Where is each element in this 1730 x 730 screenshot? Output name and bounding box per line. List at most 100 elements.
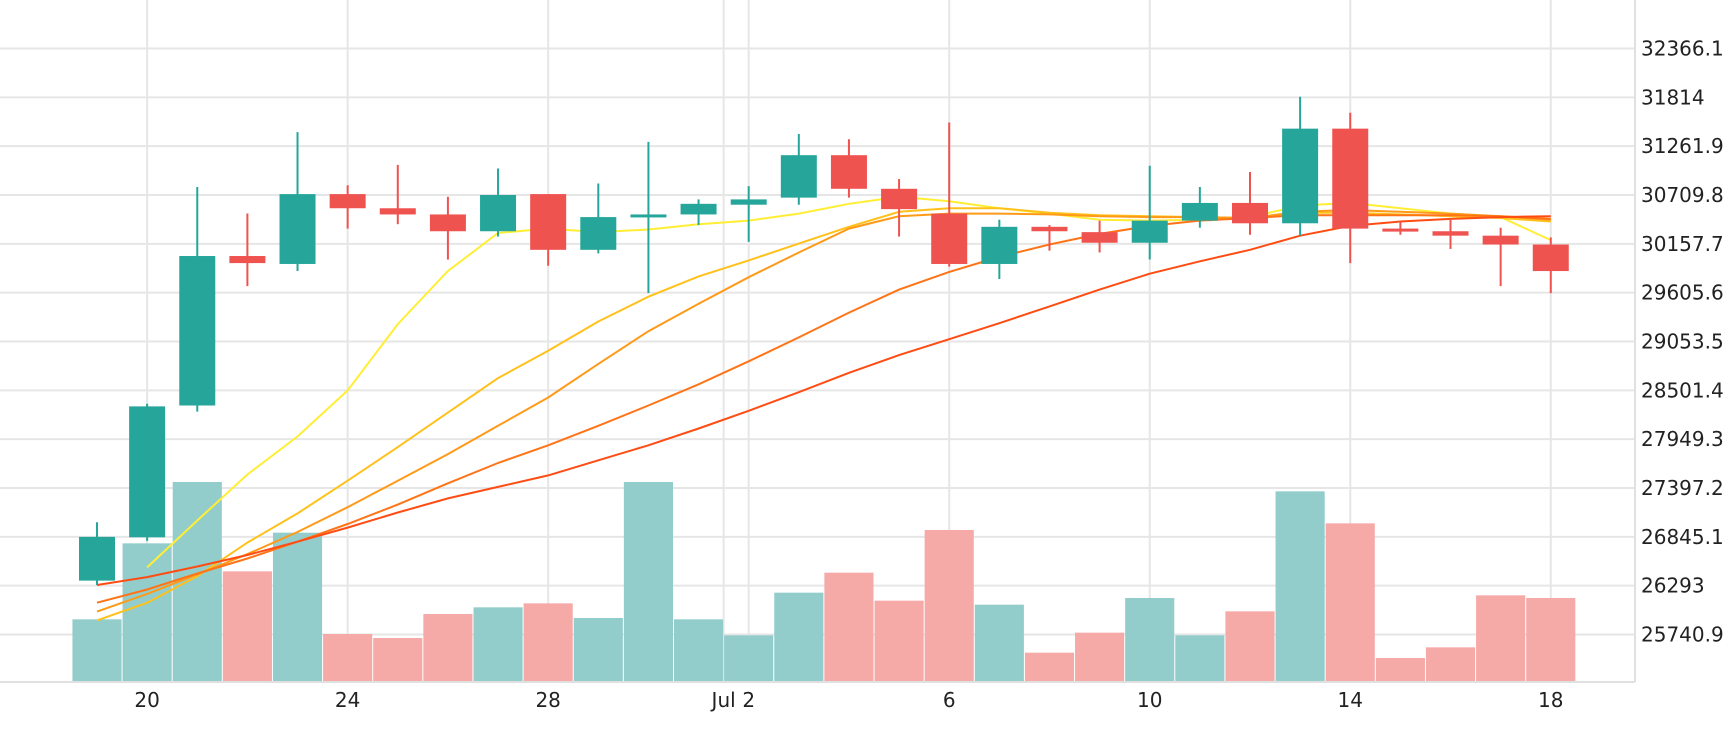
- candle-body: [1031, 226, 1068, 232]
- volume-bar: [1526, 598, 1576, 682]
- candle[interactable]: [1332, 112, 1369, 264]
- volume-bar: [272, 532, 323, 682]
- candle-body: [1081, 232, 1118, 243]
- candle[interactable]: [530, 194, 567, 266]
- candle-body: [1332, 128, 1369, 229]
- candle[interactable]: [379, 164, 416, 225]
- candle[interactable]: [279, 132, 316, 272]
- volume-bar: [1375, 658, 1425, 682]
- volume-bar: [724, 635, 774, 682]
- time-tick-label: 18: [1538, 688, 1563, 712]
- time-tick-label: Jul: [710, 688, 736, 712]
- candle-body: [680, 203, 717, 215]
- volume-bar: [774, 592, 824, 682]
- candle[interactable]: [730, 186, 767, 242]
- price-tick-label: 30709.8: [1641, 183, 1724, 207]
- candle-body: [1131, 220, 1168, 243]
- volume-bar: [1024, 652, 1075, 682]
- candle[interactable]: [1532, 237, 1569, 294]
- candle[interactable]: [1231, 171, 1268, 235]
- candle[interactable]: [931, 122, 968, 267]
- candle-body: [931, 213, 968, 264]
- candle[interactable]: [1482, 227, 1519, 287]
- volume-bar: [473, 607, 523, 682]
- candle-body: [730, 199, 767, 205]
- candle[interactable]: [1081, 220, 1118, 253]
- volume-bar: [623, 482, 673, 682]
- candle[interactable]: [981, 219, 1018, 280]
- candle[interactable]: [1282, 96, 1319, 236]
- candle-body: [1231, 202, 1268, 224]
- candle[interactable]: [429, 196, 466, 260]
- candle[interactable]: [79, 522, 115, 586]
- candle-body: [229, 256, 266, 264]
- price-axis[interactable]: 32366.1 31814 31261.9 30709.8 30157.7 29605.6…: [1641, 37, 1724, 647]
- volume-bar: [1225, 611, 1275, 682]
- price-tick-label: 31814: [1641, 85, 1705, 109]
- volume-bar: [874, 600, 924, 682]
- candle[interactable]: [780, 133, 817, 205]
- candle-body: [179, 256, 216, 406]
- volume-bar: [1425, 647, 1476, 682]
- candle[interactable]: [329, 185, 366, 229]
- candle-body: [1382, 228, 1419, 232]
- candle[interactable]: [580, 183, 617, 254]
- price-tick-label: 27949.3: [1641, 427, 1724, 451]
- price-tick-label: 26845.1: [1641, 525, 1724, 549]
- volume-bar: [222, 571, 272, 682]
- volume-bar: [72, 619, 122, 682]
- time-tick-label: 20: [134, 688, 159, 712]
- volume-bar: [974, 604, 1024, 682]
- candle[interactable]: [1181, 187, 1218, 228]
- time-tick-label: 6: [943, 688, 956, 712]
- candle-body: [780, 155, 817, 198]
- volume-bar: [673, 619, 724, 682]
- candle-body: [1482, 235, 1519, 245]
- candle-body: [1432, 231, 1469, 236]
- volume-bar: [423, 614, 473, 682]
- volume-bar: [1476, 595, 1526, 682]
- candle[interactable]: [229, 213, 266, 287]
- price-tick-label: 28501.4: [1641, 378, 1724, 402]
- candle-body: [79, 536, 115, 581]
- candle-body: [830, 155, 867, 189]
- candle-body: [981, 226, 1018, 264]
- candle-body: [279, 194, 316, 264]
- candle-body: [1181, 202, 1218, 221]
- time-tick-label: 14: [1338, 688, 1363, 712]
- price-tick-label: 29053.5: [1641, 330, 1724, 354]
- candle-body: [1282, 128, 1319, 224]
- time-tick-label: 2: [742, 688, 755, 712]
- candle[interactable]: [129, 403, 166, 541]
- candle[interactable]: [1382, 221, 1419, 235]
- volume-bar: [1325, 523, 1375, 682]
- candle[interactable]: [830, 139, 867, 198]
- time-axis[interactable]: 20 24 28 Jul 2 6 10 14 18: [134, 688, 1563, 712]
- candle[interactable]: [881, 179, 918, 237]
- candle[interactable]: [1131, 165, 1168, 260]
- volume-bar: [1175, 635, 1225, 682]
- volume-bar: [1275, 491, 1325, 682]
- candle[interactable]: [1432, 217, 1469, 249]
- candle-body: [580, 217, 617, 250]
- price-tick-label: 27397.2: [1641, 476, 1724, 500]
- volume-bar: [573, 618, 623, 682]
- candle-body: [630, 214, 667, 218]
- candle[interactable]: [480, 168, 517, 237]
- candle[interactable]: [630, 141, 667, 294]
- candle-body: [379, 208, 416, 215]
- volume-bar: [1075, 632, 1125, 682]
- volume-bar: [1125, 598, 1175, 682]
- candle[interactable]: [1031, 225, 1068, 251]
- price-tick-label: 30157.7: [1641, 232, 1724, 256]
- candle-body: [881, 188, 918, 210]
- volume-bars: [72, 482, 1576, 682]
- candle[interactable]: [179, 187, 216, 412]
- volume-bar: [323, 634, 373, 682]
- volume-bar: [824, 572, 874, 682]
- candle[interactable]: [680, 199, 717, 226]
- candles: [79, 96, 1569, 586]
- volume-bar: [122, 543, 172, 682]
- volume-bar: [523, 603, 573, 682]
